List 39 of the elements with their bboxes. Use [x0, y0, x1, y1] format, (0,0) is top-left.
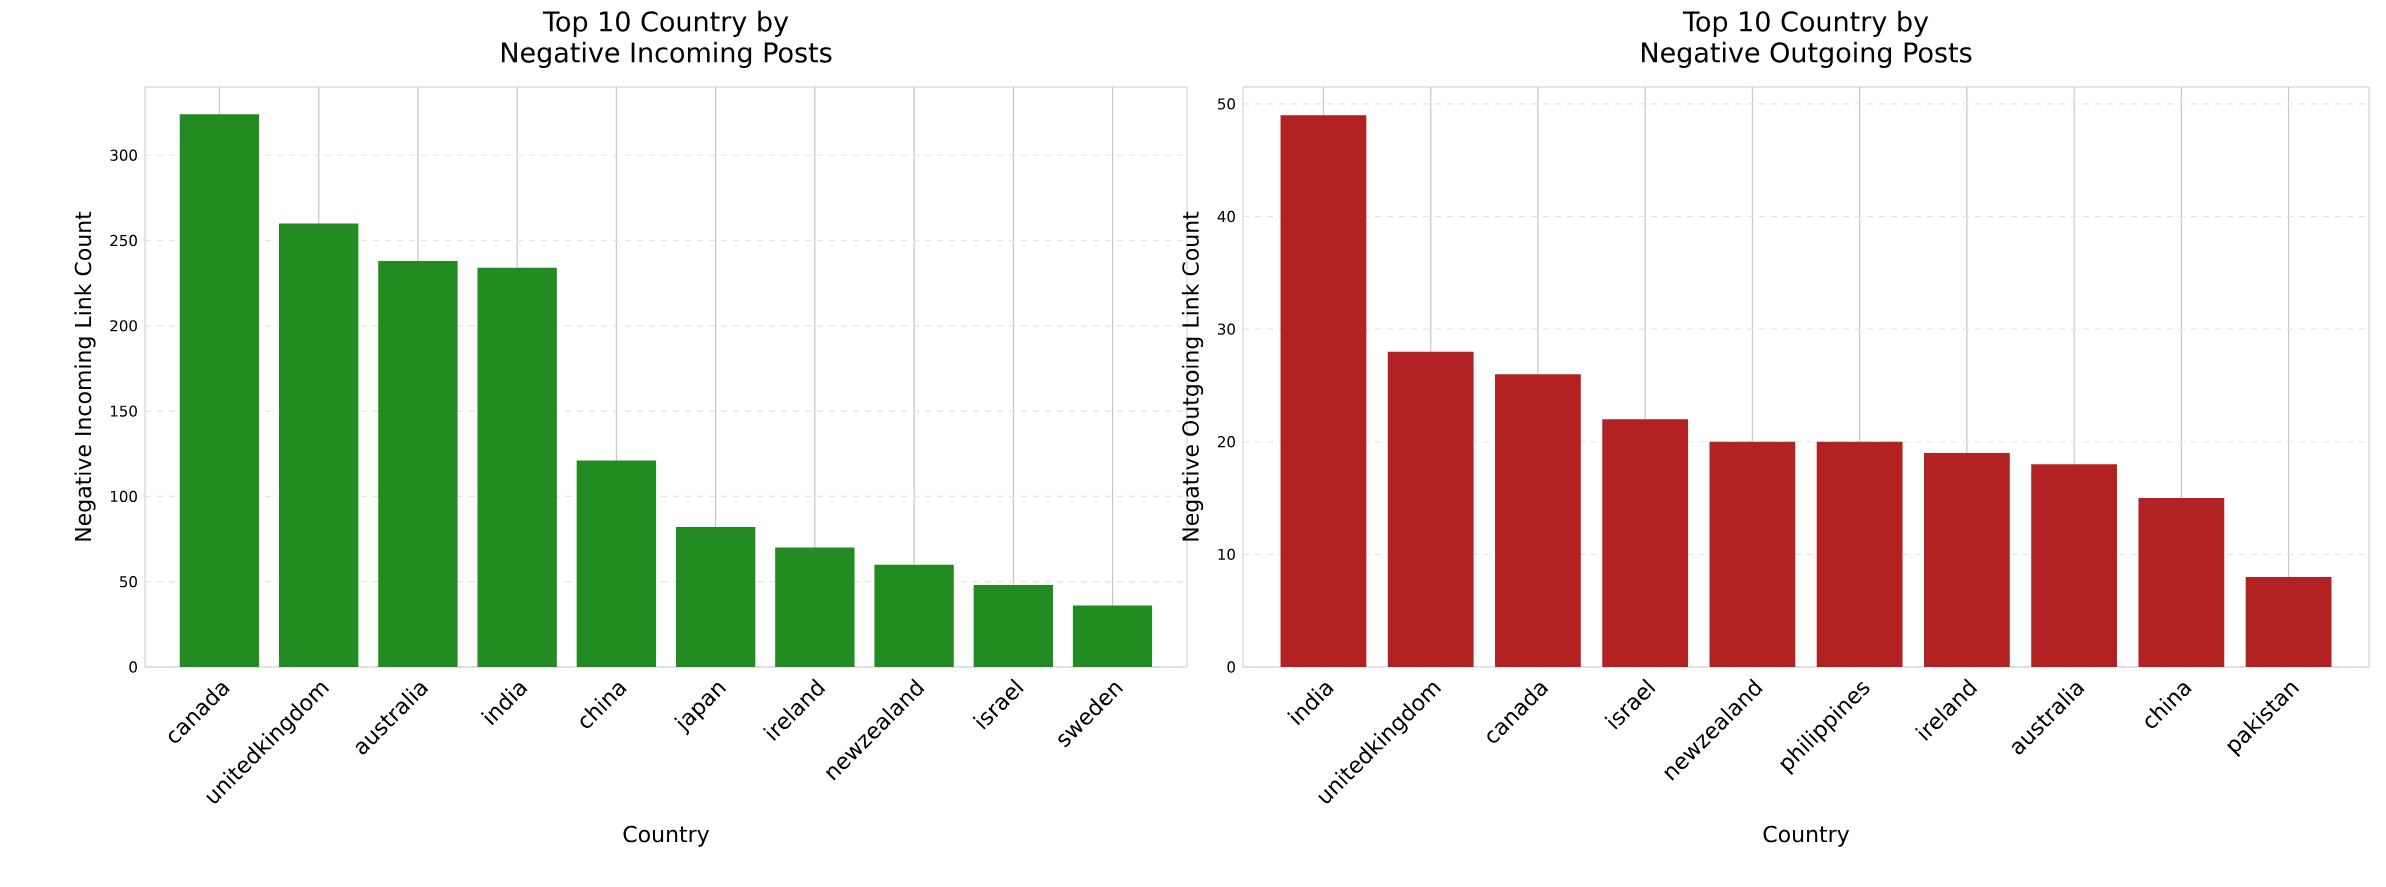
y-tick-label: 50	[120, 576, 137, 588]
bar	[1387, 351, 1474, 667]
chart-title: Top 10 Country by Negative Incoming Posts	[501, 10, 832, 68]
bar	[179, 114, 260, 667]
bar	[1072, 605, 1153, 667]
y-tick-label: 200	[110, 320, 137, 332]
x-axis-title: Country	[623, 825, 710, 847]
chart-title: Top 10 Country by Negative Outgoing Posts	[1642, 10, 1972, 68]
y-tick-label: 300	[110, 149, 137, 161]
y-tick-label: 0	[1227, 661, 1235, 673]
y-tick-label: 40	[1217, 210, 1235, 223]
y-tick-label: 10	[1218, 548, 1235, 561]
bar	[1602, 419, 1689, 667]
y-tick-label: 100	[110, 490, 137, 503]
y-tick-label: 150	[110, 405, 137, 417]
y-axis-title: Negative Incoming Link Count	[74, 211, 96, 541]
x-axis-title: Country	[1763, 825, 1850, 847]
y-tick-label: 250	[110, 234, 137, 247]
bar	[1816, 441, 1903, 667]
bar	[576, 460, 657, 667]
bar	[675, 527, 756, 667]
bar	[1495, 374, 1581, 667]
bar	[775, 547, 855, 667]
bar	[2138, 498, 2225, 667]
y-axis-title: Negative Outgoing Link Count	[1181, 211, 1204, 541]
bar	[2245, 576, 2332, 667]
bar	[973, 585, 1054, 667]
bar	[1923, 453, 2010, 667]
y-tick-label: 50	[1218, 98, 1235, 110]
y-tick-label: 30	[1217, 323, 1235, 335]
bar	[477, 267, 557, 667]
bar	[1709, 441, 1796, 667]
bar	[1280, 115, 1367, 667]
y-tick-label: 0	[129, 661, 137, 673]
bar	[874, 564, 954, 667]
bar	[2031, 464, 2118, 667]
bar	[378, 260, 458, 667]
bar	[278, 223, 359, 667]
y-tick-label: 20	[1217, 436, 1235, 448]
